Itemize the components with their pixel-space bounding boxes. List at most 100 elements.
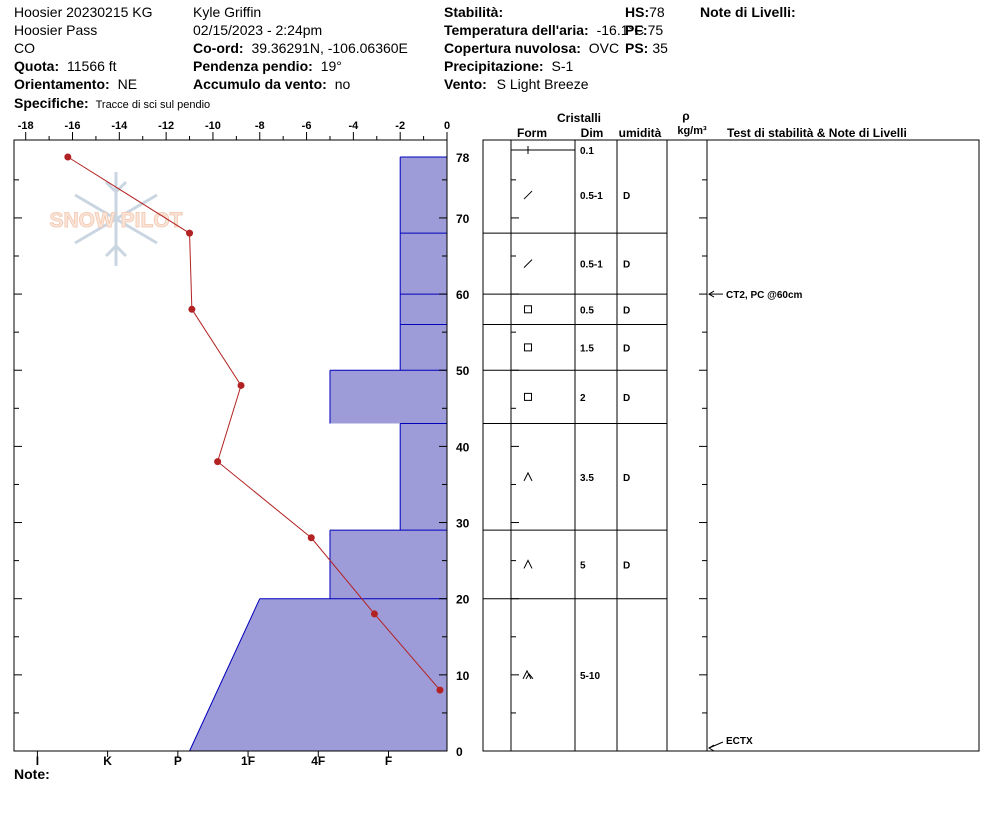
note-label: Note: [14,766,50,782]
cloud-value: OVC [588,40,620,56]
ps-value: 35 [652,40,668,56]
aspect: Orientamento: NE [14,76,137,92]
wind-label: Vento: [444,76,487,92]
hardness-segment [400,157,447,234]
height-tick-label: 40 [456,440,470,454]
hs-label: HS: [625,4,650,20]
coord-value: 39.36291N, -106.06360E [251,40,408,56]
pf-label: PF: [625,22,648,38]
temperature-point [186,229,194,237]
air-temperature: Temperatura dell'aria: -16.1°C [444,22,644,38]
temperature-point [436,686,444,694]
layer-notes-label: Note di Livelli: [700,4,796,20]
hardness-tick-label: 4F [311,754,325,768]
foot-penetration: PF:75 [625,22,663,38]
snowpilot-watermark: SNOW PILOT [49,172,183,266]
crystal-form-icon [522,669,534,680]
layer-dim: 0.1 [580,146,594,157]
precip-label: Precipitazione: [444,58,544,74]
crystal-form-icon [523,259,533,268]
temperature-point [214,458,222,466]
state: CO [14,40,35,56]
temperature-point [188,305,196,313]
hardness-segment [400,423,447,531]
snow-height: HS:78 [625,4,665,20]
layer-dim: 3.5 [580,473,594,484]
stability-arrow-head [708,290,715,298]
layer-dim: 0.5 [580,305,594,316]
temperature-point [307,534,315,542]
layer-moisture: D [623,473,630,484]
height-tick-label: 50 [456,364,470,378]
hardness-tick-label: I [36,754,39,768]
ski-penetration: PS: 35 [625,40,668,56]
height-tick-label: 20 [456,593,470,607]
hardness-segment [400,233,447,295]
hardness-tick-label: P [174,754,182,768]
precip-value: S-1 [551,58,574,74]
layer-moisture: D [623,260,630,271]
temp-tick-label: -10 [205,120,221,132]
coordinates: Co-ord: 39.36291N, -106.06360E [193,40,408,56]
hs-value: 78 [649,4,665,20]
moisture-header: umidità [619,126,662,140]
elevation: Quota: 11566 ft [14,58,117,74]
temperature-point [237,381,245,389]
layer-moisture: D [623,393,630,404]
temperature-profile [64,153,444,694]
hardness-tick-label: F [385,754,392,768]
height-tick-label: 30 [456,517,470,531]
coord-label: Co-ord: [193,40,244,56]
layer-moisture: D [623,560,630,571]
hardness-edge [189,598,261,752]
wind-value: S Light Breeze [496,76,589,92]
crystal-form-icon [524,392,532,401]
cloud-label: Copertura nuvolosa: [444,40,581,56]
cloud-cover: Copertura nuvolosa: OVC [444,40,619,56]
wind-load: Accumulo da vento: no [193,76,350,92]
site-name: Hoosier 20230215 KG [14,4,153,20]
temperature-point [370,610,378,618]
crystal-form-icon [523,471,533,482]
specifics-value: Tracce di sci sul pendio [95,99,211,111]
layer-moisture: D [623,191,630,202]
aspect-value: NE [117,76,138,92]
height-tick-label: 0 [456,745,463,759]
crystal-form-icon [523,559,533,569]
crystal-form-icon [524,305,532,314]
stability-test-label: CT2, PC @60cm [726,290,803,301]
temp-tick-label: -6 [302,120,312,132]
layer-table: Cristalli Form Dim umidità ρ kg/m³ Test … [482,109,980,752]
elevation-label: Quota: [14,58,60,74]
rho-header: ρ [682,109,689,123]
temp-tick-label: -2 [395,120,405,132]
slope: Pendenza pendio: 19° [193,58,342,74]
stability-label: Stabilità: [444,4,504,20]
height-tick-label: 60 [456,288,470,302]
layer-dim: 5-10 [580,671,600,682]
layer-table-frame [482,139,980,752]
location: Hoosier Pass [14,22,98,38]
slope-value: 19° [320,58,342,74]
crystals-header: Cristalli [557,111,601,125]
height-tick-label: 10 [456,669,470,683]
plot-frame [13,139,448,752]
wind-load-label: Accumulo da vento: [193,76,327,92]
datetime: 02/15/2023 - 2:24pm [193,22,323,38]
layer-dim: 1.5 [580,343,594,354]
pf-value: 75 [647,22,664,38]
ps-label: PS: [625,40,649,56]
layer-dim: 5 [580,560,586,571]
temperature-point [64,153,72,161]
height-tick-label: 70 [456,212,470,226]
temp-tick-label: 0 [444,120,450,132]
wind-load-value: no [334,76,351,92]
specifics: Specifiche: Tracce di sci sul pendio [14,95,210,113]
layer-moisture: D [623,343,630,354]
hardness-segment [400,294,447,325]
layer-dim: 2 [580,393,586,404]
stability-arrow-head [708,744,715,752]
temperature-line [67,156,441,691]
watermark-text: SNOW PILOT [50,209,183,232]
